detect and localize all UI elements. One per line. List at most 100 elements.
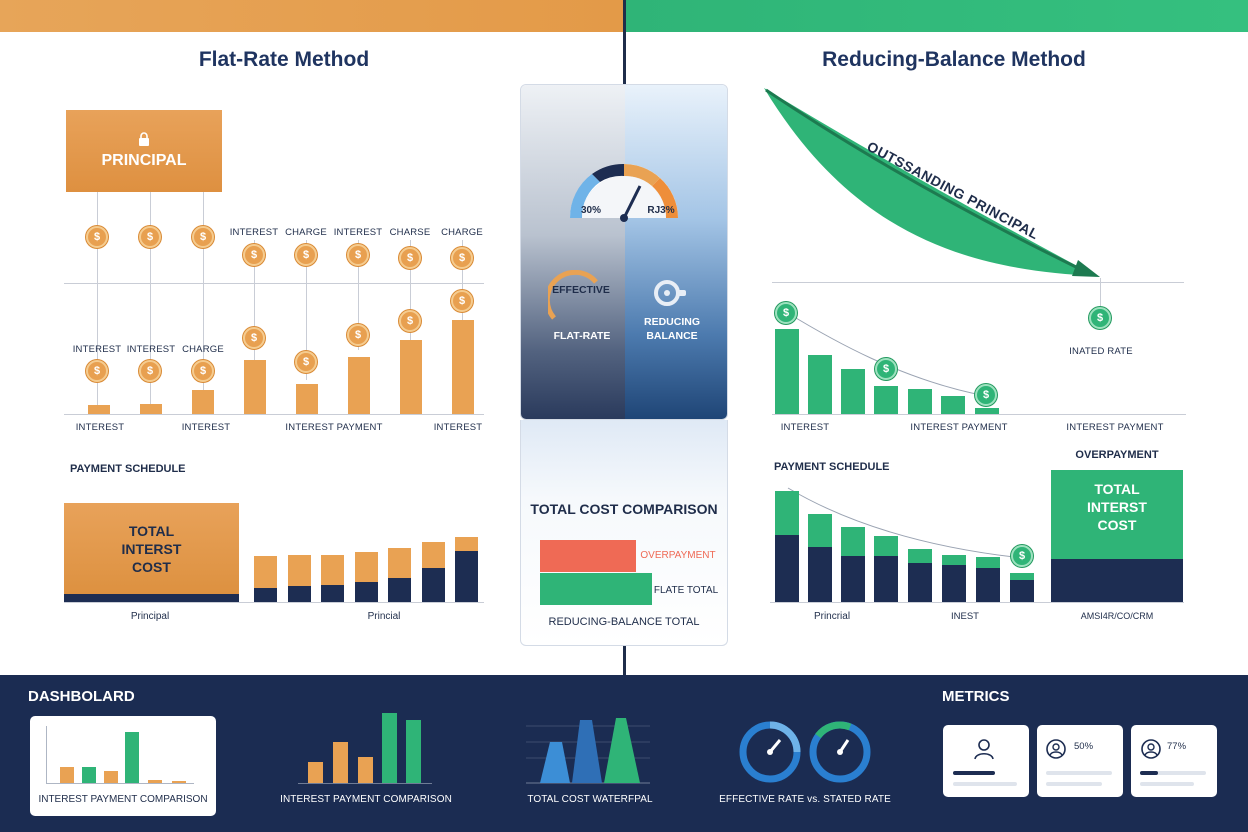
schedule-axis [770,602,1184,603]
mini-bar [125,732,139,783]
mid-label: INTEREST [126,344,176,355]
dollar-coin-icon: $ [1089,307,1111,329]
card-caption: INTEREST PAYMENT COMPARISON [280,794,452,805]
interest-payment-comparison-card[interactable] [30,716,216,816]
bottom-label: Princrial [813,611,851,622]
metric-value: 50% [1074,741,1094,752]
dollar-coin-icon: $ [192,360,214,382]
dollar-coin-icon: $ [295,244,317,266]
schedule-principal-bar [254,588,277,602]
dollar-coin-icon: $ [347,324,369,346]
top-label: CHARGE [285,227,327,238]
dollar-coin-icon: $ [975,384,997,406]
dollar-coin-icon: $ [451,290,473,312]
mini-bar [104,771,118,783]
overpayment-title: OVERPAYMENT [1075,449,1159,461]
effective-label: EFFECTIVE [552,284,610,296]
flat-rate-half [521,85,625,419]
center-divider [623,645,626,675]
connector-line [97,192,98,414]
total-cost-comparison-panel [520,420,728,646]
connector-line [358,240,359,350]
metric-card[interactable] [943,725,1029,797]
lock-icon [139,132,149,146]
dollar-coin-icon: $ [86,226,108,248]
bottom-label: AMSI4R/CO/CRM [1080,611,1154,621]
payment-bar [140,404,162,414]
schedule-interest-bar [808,514,832,547]
metric-bar [1140,771,1206,775]
top-label: CHARSE [389,227,431,238]
connector-line [1100,278,1101,308]
timeline-axis [64,283,484,284]
payment-bar [874,386,898,414]
payment-schedule-title: PAYMENT SCHEDULE [774,461,890,473]
payment-bar [244,360,266,414]
flat-total-label: FLATE TOTAL [653,585,719,596]
waterfall-chart [526,718,650,784]
flat-total-bar [540,573,652,605]
schedule-interest-bar [942,555,966,565]
outstanding-principal-curve [764,88,1100,277]
schedule-principal-bar [841,556,865,602]
axis-label: INTEREST PAYMENT [1066,422,1164,433]
connector-line [254,240,255,360]
effective-arc-icon [548,270,598,320]
metric-bar [1140,771,1158,775]
dollar-coin-icon: $ [399,247,421,269]
bottom-label: Princial [367,611,401,622]
dashboard-title: DASHBOLARD [28,688,135,705]
mini-bar [382,713,397,783]
overpayment-bar [540,540,636,572]
payment-bar [975,408,999,414]
mini-bar [60,767,74,783]
dollar-coin-icon: $ [192,226,214,248]
connector-line [203,192,204,414]
mini-bar [358,757,373,783]
reducing-balance-label: REDUCING BALANCE [643,316,700,342]
schedule-interest-bar [422,542,445,568]
bottom-label: Principal [130,611,170,622]
dollar-coin-icon: $ [243,244,265,266]
schedule-principal-bar [422,568,445,602]
schedule-principal-bar [288,586,311,602]
mini-bar [406,720,421,783]
mini-bar [172,781,186,783]
card-axis [46,726,47,784]
total-cost-comparison-title: TOTAL COST COMPARISON [530,501,718,517]
mid-label: CHARGE [182,344,224,355]
gauge-left-value: 30% [580,205,601,216]
schedule-interest-bar [355,552,378,582]
schedule-interest-bar [388,548,411,578]
schedule-interest-bar [841,527,865,556]
schedule-interest-bar [288,555,311,586]
axis-label: INTEREST PAYMENT [285,422,383,433]
metric-card[interactable] [1037,725,1123,797]
card-axis [46,783,194,784]
reducing-balance-total-label: REDUCING-BALANCE TOTAL [548,616,700,628]
dollar-coin-icon: $ [399,310,421,332]
timeline-axis [772,282,1184,283]
payment-bar [296,384,318,414]
schedule-interest-bar [976,557,1000,568]
total-interest-cost-label: TOTAL INTERST COST [121,522,182,575]
principal-portion [1051,559,1183,602]
schedule-principal-bar [321,585,344,602]
metric-card[interactable] [1131,725,1217,797]
overpayment-label: OVERPAYMENT [640,550,716,561]
total-interest-cost-box: TOTAL INTERST COST [64,503,239,602]
payment-bar [400,340,422,414]
top-label: CHARGE [441,227,483,238]
dollar-coin-icon: $ [875,358,897,380]
reducing-balance-half [625,85,727,419]
payment-bar [775,329,799,414]
schedule-interest-bar [775,491,799,535]
user-icon [1046,739,1066,759]
connector-line [410,240,411,340]
mini-bar [148,780,162,783]
schedule-principal-bar [355,582,378,602]
schedule-interest-bar [254,556,277,588]
card-caption: TOTAL COST WATERFPAL [527,794,653,805]
dollar-coin-icon: $ [243,327,265,349]
schedule-principal-bar [775,535,799,602]
